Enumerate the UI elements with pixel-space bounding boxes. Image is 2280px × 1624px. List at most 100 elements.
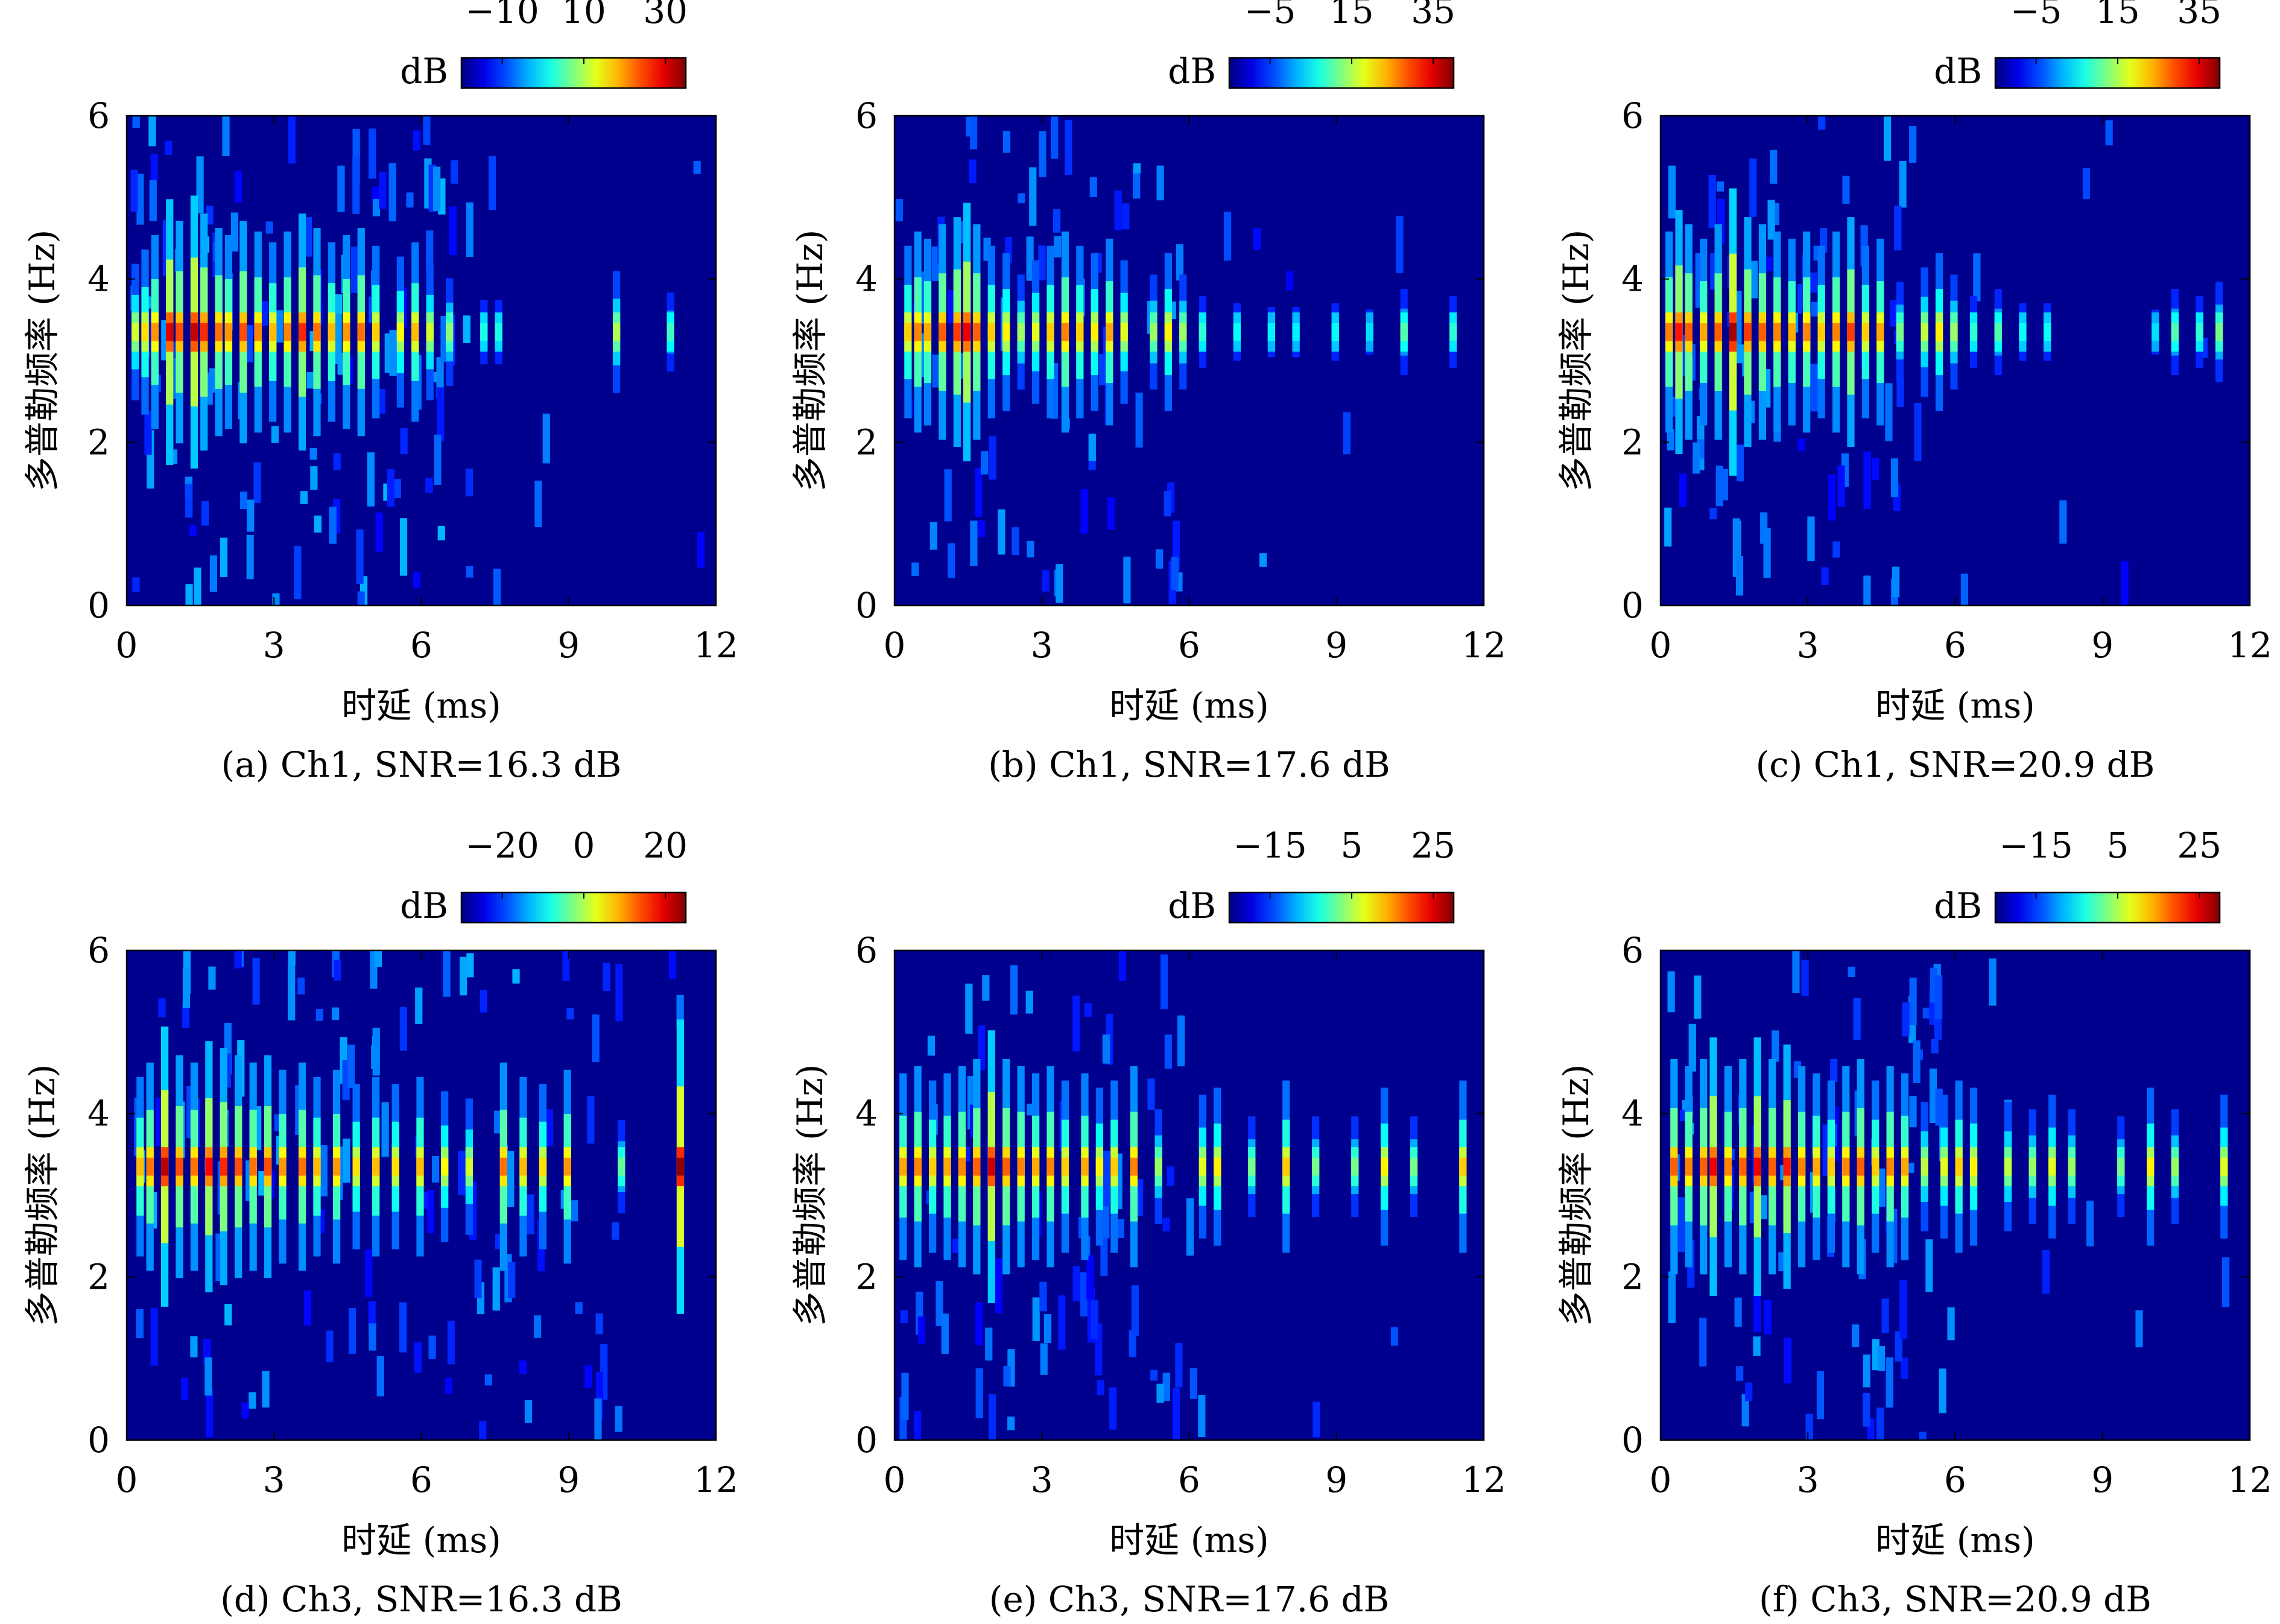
- noise-cell: [512, 969, 520, 984]
- noise-cell: [443, 950, 451, 997]
- y-tick-label: 4: [855, 259, 878, 300]
- noise-cell: [466, 953, 474, 978]
- ridge-cell: [416, 1157, 424, 1176]
- ridge-cell: [1267, 323, 1275, 341]
- noise-cell: [1114, 191, 1122, 231]
- noise-cell: [1863, 575, 1871, 605]
- ridge-cell: [1753, 1157, 1761, 1176]
- noise-cell: [246, 534, 254, 580]
- x-tick-label: 12: [2228, 625, 2272, 666]
- noise-cell: [1925, 1239, 1933, 1292]
- ridge-cell: [176, 323, 183, 341]
- noise-cell: [995, 1259, 1003, 1313]
- noise-cell: [245, 325, 253, 362]
- noise-cell: [367, 452, 375, 507]
- colorbar: [460, 891, 687, 924]
- noise-cell: [185, 484, 192, 499]
- ridge-cell: [1700, 1157, 1708, 1176]
- x-tick-label: 6: [1944, 625, 1966, 666]
- noise-cell: [1821, 567, 1829, 586]
- ridge-cell: [618, 1157, 625, 1176]
- x-axis-label: 时延 (ms): [1109, 1520, 1268, 1561]
- noise-cell: [931, 246, 939, 281]
- ridge-cell: [160, 1157, 169, 1176]
- x-tick-label: 12: [2228, 1459, 2272, 1500]
- noise-cell: [369, 1323, 376, 1351]
- noise-cell: [431, 1155, 440, 1183]
- noise-cell: [1750, 261, 1758, 299]
- ridge-cell: [1714, 323, 1722, 341]
- ridge-cell: [298, 1157, 306, 1176]
- noise-cell: [988, 1394, 996, 1440]
- noise-cell: [1161, 954, 1168, 1009]
- ridge-cell: [279, 1157, 287, 1176]
- noise-cell: [314, 515, 322, 533]
- noise-cell: [612, 1222, 619, 1240]
- ridge-cell: [2215, 323, 2223, 341]
- x-axis-label: 时延 (ms): [1109, 685, 1268, 726]
- noise-cell: [331, 1007, 340, 1020]
- colorbar: [1228, 57, 1455, 89]
- ridge-cell: [2171, 1157, 2179, 1176]
- noise-cell: [130, 169, 138, 212]
- y-axis-label: 多普勒频率 (Hz): [1556, 1064, 1597, 1327]
- x-tick-label: 12: [1461, 1459, 1506, 1500]
- ridge-cell: [235, 1157, 242, 1176]
- noise-cell: [1667, 971, 1675, 1013]
- noise-cell: [1863, 1392, 1870, 1427]
- noise-cell: [1007, 1417, 1015, 1430]
- noise-cell: [1810, 364, 1818, 412]
- x-tick-label: 3: [1797, 625, 1819, 666]
- ridge-cell: [953, 323, 961, 341]
- noise-cell: [463, 315, 470, 343]
- noise-cell: [1313, 1401, 1320, 1438]
- noise-cell: [1080, 489, 1088, 534]
- noise-cell: [1902, 1002, 1910, 1037]
- ridge-cell: [411, 323, 419, 341]
- noise-cell: [1811, 302, 1819, 317]
- noise-cell: [508, 1262, 516, 1298]
- noise-cell: [948, 543, 955, 578]
- noise-cell: [387, 469, 394, 507]
- ridge-cell: [1061, 323, 1069, 341]
- noise-cell: [1038, 245, 1046, 280]
- noise-cell: [445, 1377, 453, 1394]
- noise-cell: [1784, 1338, 1792, 1383]
- ridge-cell: [1199, 1157, 1206, 1176]
- y-tick-label: 2: [87, 422, 110, 463]
- noise-cell: [965, 984, 973, 1034]
- noise-cell: [315, 1008, 323, 1021]
- ridge-cell: [352, 1157, 360, 1176]
- noise-cell: [234, 171, 242, 203]
- noise-cell: [1939, 1368, 1946, 1414]
- ridge-cell: [1783, 1157, 1791, 1176]
- noise-cell: [1080, 1272, 1088, 1317]
- x-tick-label: 6: [1178, 1459, 1200, 1500]
- y-tick-label: 0: [855, 585, 878, 626]
- noise-cell: [220, 537, 228, 577]
- noise-cell: [1899, 1280, 1907, 1339]
- ridge-cell: [1744, 323, 1752, 341]
- ridge-cell: [396, 323, 405, 341]
- ridge-cell: [146, 1157, 154, 1176]
- noise-cell: [201, 501, 209, 526]
- noise-cell: [1694, 975, 1702, 1019]
- noise-cell: [989, 436, 996, 480]
- noise-cell: [1343, 412, 1351, 455]
- colorbar: [1228, 891, 1455, 924]
- noise-cell: [234, 950, 242, 968]
- noise-cell: [352, 157, 360, 214]
- noise-cell: [1058, 1295, 1066, 1350]
- ridge-cell: [1292, 323, 1300, 341]
- noise-cell: [1084, 1003, 1092, 1017]
- noise-cell: [249, 1392, 256, 1409]
- noise-cell: [1989, 958, 1997, 1006]
- ridge-cell: [1876, 323, 1884, 341]
- noise-cell: [975, 1368, 983, 1418]
- noise-cell: [1878, 1168, 1886, 1207]
- noise-cell: [144, 411, 152, 455]
- y-tick-label: 0: [87, 585, 110, 626]
- colorbar-tick-label: 15: [1329, 0, 1374, 31]
- ridge-cell: [928, 1157, 937, 1176]
- noise-cell: [1102, 1034, 1110, 1064]
